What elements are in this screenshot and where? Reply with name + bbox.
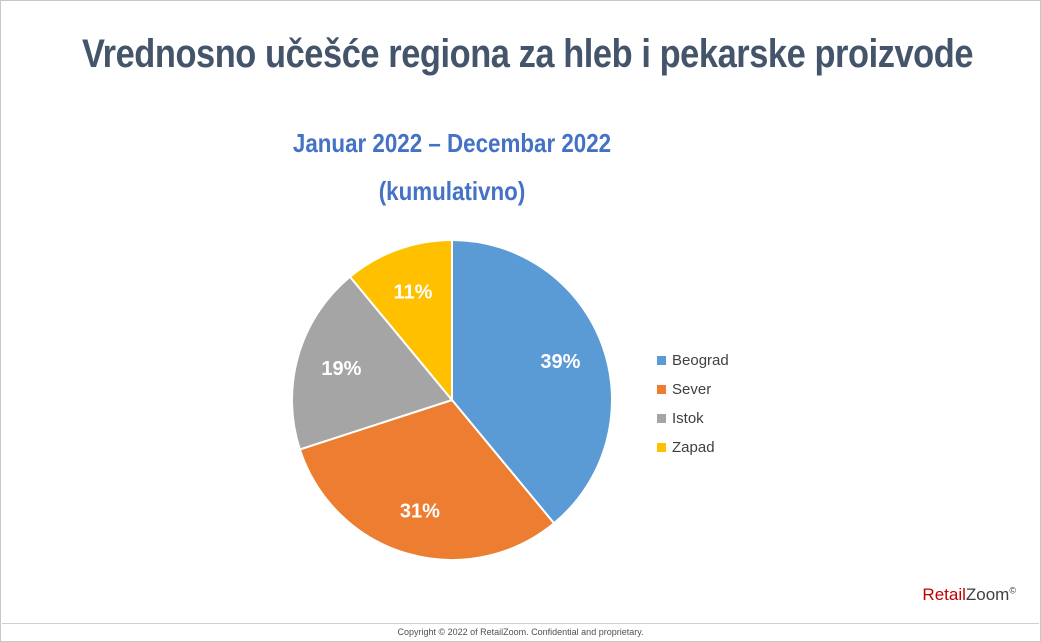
pie-slice-istok	[291, 275, 454, 451]
copyright-text: Copyright © 2022 of RetailZoom. Confiden…	[397, 627, 644, 637]
legend-swatch	[657, 385, 666, 394]
legend-label: Sever	[672, 381, 712, 398]
brand-logo: RetailZoom©	[922, 585, 1016, 605]
legend-item-beograd: Beograd	[657, 346, 729, 375]
footer-divider	[2, 623, 1039, 624]
legend-item-sever: Sever	[657, 375, 729, 404]
pie-label-zapad: 11%	[394, 282, 433, 304]
legend-swatch	[657, 414, 666, 423]
pie-label-istok: 19%	[321, 358, 361, 380]
chart-subtitle-period: Januar 2022 – Decembar 2022	[292, 128, 612, 158]
legend-label: Zapad	[672, 439, 715, 456]
pie-slice-zapad	[348, 238, 453, 403]
brand-mark: ©	[1009, 585, 1016, 596]
legend-swatch	[657, 443, 666, 452]
pie-label-beograd: 39%	[540, 351, 580, 373]
chart-legend: Beograd Sever Istok Zapad	[657, 346, 729, 462]
legend-swatch	[657, 356, 666, 365]
brand-part1: Retail	[922, 585, 966, 604]
chart-subtitle-note: (kumulativno)	[378, 176, 526, 206]
brand-part2: Zoom	[965, 585, 1010, 604]
page-title: Vrednosno učešće regiona za hleb i pekar…	[82, 32, 974, 76]
legend-label: Istok	[672, 410, 704, 427]
pie-label-sever: 31%	[400, 501, 440, 523]
legend-label: Beograd	[672, 352, 729, 369]
pie-slice-sever	[298, 398, 556, 561]
legend-item-istok: Istok	[657, 404, 729, 433]
pie-slice-beograd	[451, 238, 613, 525]
legend-item-zapad: Zapad	[657, 433, 729, 462]
